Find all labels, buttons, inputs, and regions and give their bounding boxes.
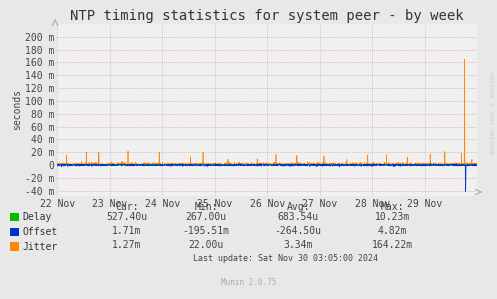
Text: 683.54u: 683.54u [278, 212, 319, 222]
Text: Offset: Offset [23, 227, 58, 237]
Text: 1.27m: 1.27m [112, 240, 142, 250]
Text: 164.22m: 164.22m [372, 240, 413, 250]
Text: Last update: Sat Nov 30 03:05:00 2024: Last update: Sat Nov 30 03:05:00 2024 [193, 254, 378, 263]
Text: Jitter: Jitter [23, 242, 58, 252]
Text: Avg:: Avg: [286, 202, 310, 212]
Text: -195.51m: -195.51m [183, 226, 230, 236]
Text: 10.23m: 10.23m [375, 212, 410, 222]
Text: RRDTOOL / TOBI OETIKER: RRDTOOL / TOBI OETIKER [489, 72, 494, 155]
Text: -264.50u: -264.50u [275, 226, 322, 236]
Text: 3.34m: 3.34m [283, 240, 313, 250]
Text: Munin 2.0.75: Munin 2.0.75 [221, 278, 276, 287]
Text: Cur:: Cur: [115, 202, 139, 212]
Text: Min:: Min: [194, 202, 218, 212]
Text: 1.71m: 1.71m [112, 226, 142, 236]
Text: 4.82m: 4.82m [378, 226, 408, 236]
Y-axis label: seconds: seconds [12, 89, 22, 130]
Text: 527.40u: 527.40u [106, 212, 147, 222]
Text: Max:: Max: [381, 202, 405, 212]
Text: Delay: Delay [23, 212, 52, 222]
Title: NTP timing statistics for system peer - by week: NTP timing statistics for system peer - … [70, 9, 464, 23]
Text: 267.00u: 267.00u [186, 212, 227, 222]
Text: 22.00u: 22.00u [189, 240, 224, 250]
